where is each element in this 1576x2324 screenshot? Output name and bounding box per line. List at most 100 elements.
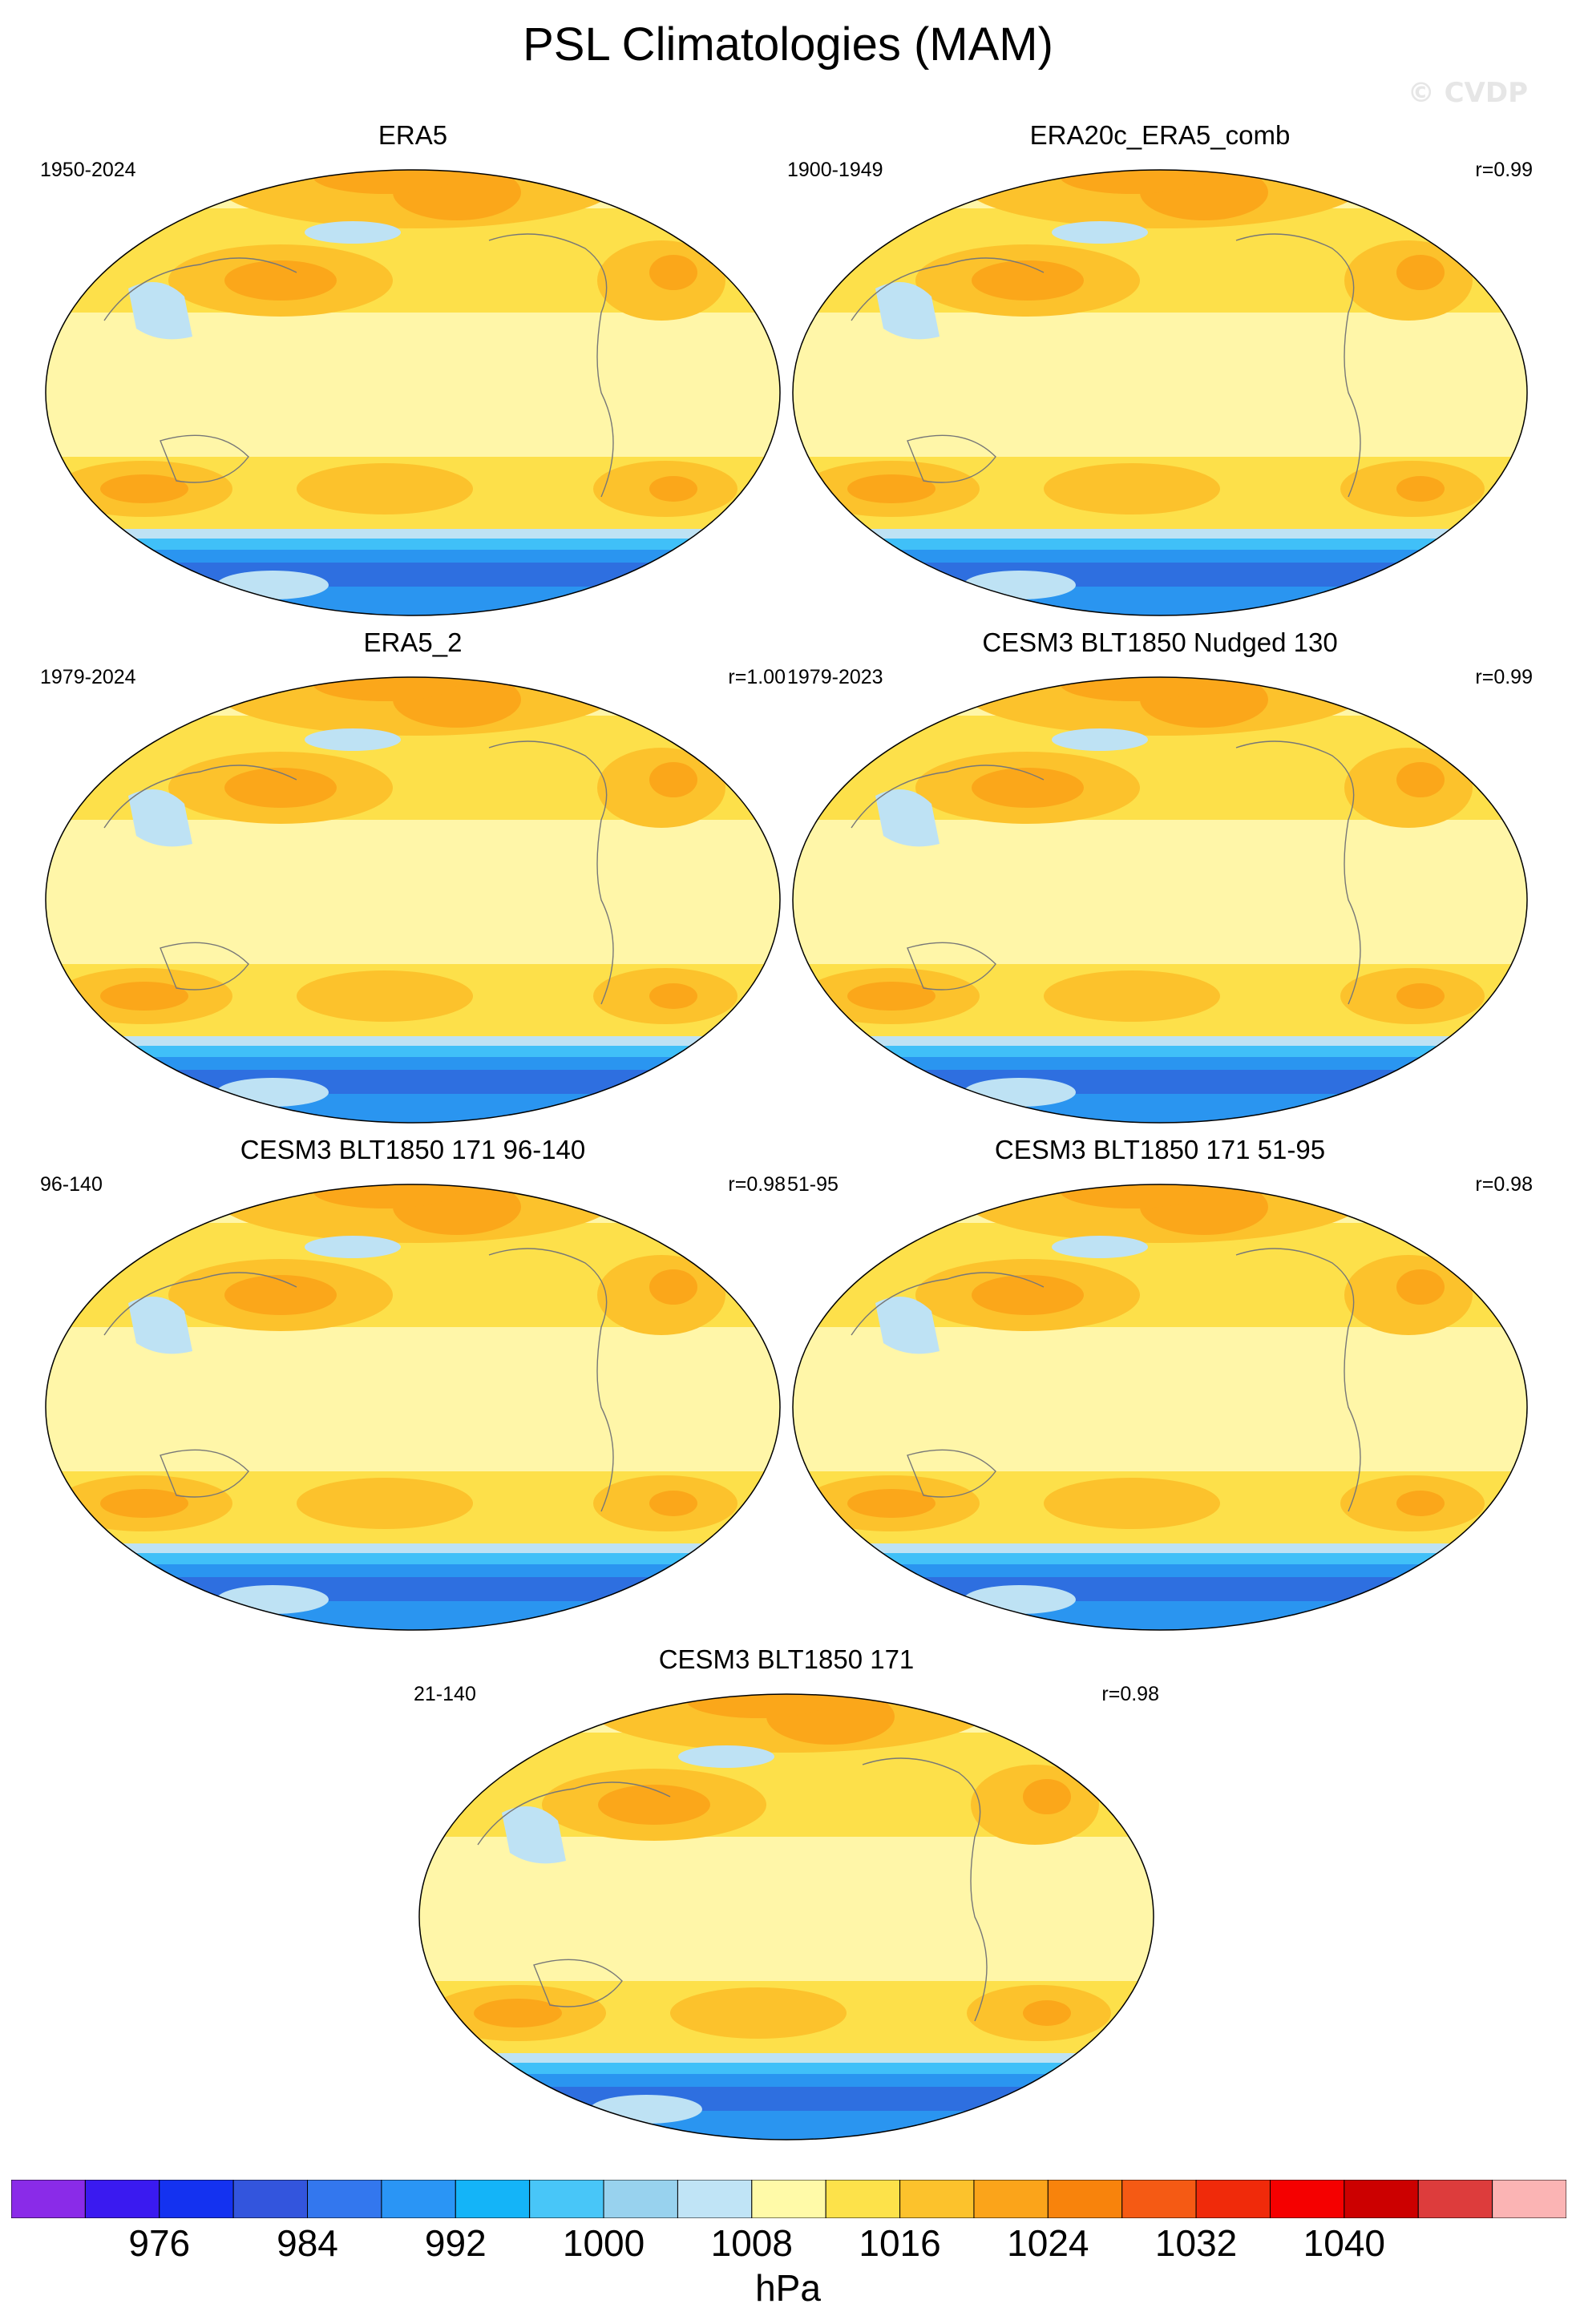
panel-title: CESM3 BLT1850 171 51-95 [994, 1135, 1326, 1164]
pressure-region [313, 170, 457, 194]
pressure-region [1060, 1184, 1204, 1208]
pressure-region [1396, 983, 1445, 1009]
pressure-region [1396, 1491, 1445, 1516]
panel-title: CESM3 BLT1850 Nudged 130 [982, 627, 1338, 657]
pressure-region [216, 1585, 329, 1614]
psl-map [45, 676, 781, 1124]
colorbar-swatch [307, 2180, 382, 2218]
colorbar-swatch [973, 2180, 1049, 2218]
pressure-region [670, 1987, 847, 2039]
pressure-region [1023, 1779, 1071, 1814]
colorbar-swatch [232, 2180, 309, 2218]
pressure-region [793, 1070, 1527, 1094]
pressure-region [46, 1601, 780, 1630]
pressure-region [875, 282, 940, 340]
pressure-region [216, 1078, 329, 1107]
pressure-region [1023, 2000, 1071, 2026]
pressure-region [793, 1094, 1527, 1123]
pressure-region [793, 539, 1527, 550]
colorbar-swatch [1492, 2180, 1566, 2218]
pressure-region [649, 762, 697, 797]
panel-title: ERA5 [378, 120, 448, 150]
colorbar-swatch [159, 2180, 234, 2218]
colorbar-tick-label: 1032 [1154, 2222, 1238, 2264]
pressure-region [46, 1094, 780, 1123]
pressure-region [678, 1745, 774, 1768]
pressure-region [793, 1553, 1527, 1564]
pressure-region [649, 1269, 697, 1305]
colorbar-swatch [603, 2180, 678, 2218]
panel-period: 1979-2024 [40, 666, 136, 688]
map-border [45, 676, 781, 1124]
pressure-region [793, 529, 1527, 539]
pressure-region [305, 728, 401, 751]
pressure-region [128, 789, 192, 847]
coastline [103, 740, 614, 1005]
pressure-region [1052, 728, 1148, 751]
pressure-region [793, 1046, 1527, 1057]
pressure-region [46, 529, 780, 539]
map-border [792, 1184, 1528, 1631]
psl-map [45, 1184, 781, 1631]
pressure-region [419, 2087, 1154, 2111]
cvdp-watermark: © CVDP [1407, 77, 1528, 109]
pressure-region [1396, 255, 1445, 290]
pressure-region [313, 1184, 457, 1208]
pressure-region [793, 587, 1527, 615]
pressure-region [297, 463, 473, 514]
colorbar-tick-label: 1040 [1303, 2222, 1386, 2264]
pressure-region [793, 1577, 1527, 1601]
panel-period: 1950-2024 [40, 159, 136, 181]
pressure-region [847, 982, 935, 1011]
map-border [792, 676, 1528, 1124]
pressure-region [793, 1601, 1527, 1630]
psl-map [45, 169, 781, 616]
colorbar-swatch [381, 2180, 456, 2218]
colorbar [11, 2180, 1566, 2218]
colorbar-tick-label: 1008 [710, 2222, 793, 2264]
pressure-region [46, 563, 780, 587]
panel-correlation: r=0.98 [1475, 1173, 1533, 1196]
colorbar-swatch [1417, 2180, 1493, 2218]
panel-period: 21-140 [414, 1683, 476, 1705]
pressure-region [649, 1491, 697, 1516]
pressure-region [1044, 1478, 1220, 1529]
panel-correlation: r=1.00 [728, 666, 786, 688]
map-panel: ERA5_2 1979-2024 r=1.00 [40, 627, 786, 1132]
map-border [418, 1693, 1154, 2140]
map-panel: ERA20c_ERA5_comb 1900-1949 r=0.99 [787, 120, 1533, 625]
panel-correlation: r=0.98 [1101, 1683, 1159, 1705]
pressure-region [972, 1275, 1084, 1315]
pressure-region [419, 2074, 1154, 2087]
panel-period: 96-140 [40, 1173, 103, 1196]
pressure-region [847, 1489, 935, 1518]
pressure-region [46, 1543, 780, 1553]
pressure-region [964, 571, 1076, 599]
pressure-region [793, 1036, 1527, 1046]
pressure-region [100, 474, 188, 503]
pressure-region [1052, 221, 1148, 244]
psl-map [418, 1693, 1154, 2140]
pressure-region [793, 1057, 1527, 1070]
map-border [45, 169, 781, 616]
map-panel: ERA5 1950-2024 [40, 120, 786, 625]
pressure-region [46, 1070, 780, 1094]
colorbar-swatch [1121, 2180, 1197, 2218]
colorbar-swatch [1195, 2180, 1271, 2218]
colorbar-tick-label: 976 [128, 2222, 191, 2264]
pressure-region [793, 1543, 1527, 1553]
colorbar-swatch [455, 2180, 531, 2218]
pressure-region [649, 476, 697, 502]
coastline [477, 1757, 988, 2022]
pressure-region [46, 1046, 780, 1057]
colorbar-swatch [11, 2180, 86, 2218]
pressure-region [1044, 463, 1220, 514]
panel-period: 1979-2023 [787, 666, 883, 688]
pressure-region [128, 282, 192, 340]
pressure-region [649, 983, 697, 1009]
coastline [851, 233, 1361, 498]
panel-correlation: r=0.99 [1475, 159, 1533, 181]
psl-map [792, 676, 1528, 1124]
coastline [851, 740, 1361, 1005]
panel-title: ERA5_2 [363, 627, 463, 657]
